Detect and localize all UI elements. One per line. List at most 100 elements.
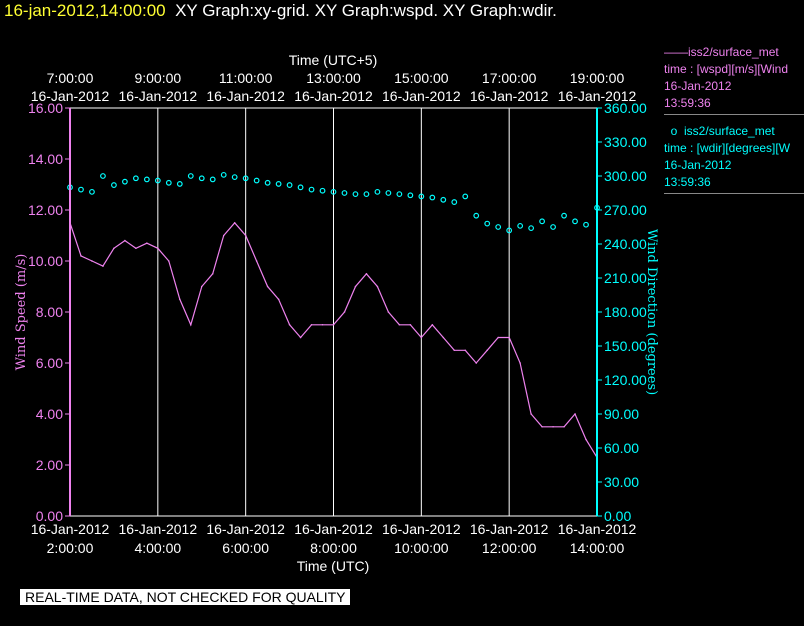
top-tick-date: 16-Jan-2012 <box>294 88 373 104</box>
series-wdir-point <box>484 220 491 227</box>
series-wdir-point <box>539 218 546 225</box>
series-wdir-point <box>209 176 216 183</box>
series-wdir-point <box>440 196 447 203</box>
bottom-tick-date: 16-Jan-2012 <box>294 521 373 537</box>
series-wspd-point <box>310 323 313 326</box>
right-tick-label: 210.00 <box>604 270 647 286</box>
top-tick-date: 16-Jan-2012 <box>382 88 461 104</box>
series-wdir-point <box>187 173 194 179</box>
legend-wspd-source: iss2/surface_met <box>688 45 779 59</box>
series-wdir-point <box>242 175 249 182</box>
series-wdir-point <box>111 182 117 188</box>
series-wdir-point <box>89 188 95 195</box>
legend-wspd: ——iss2/surface_met time : [wspd][m/s][Wi… <box>664 44 804 115</box>
legend-wdir: o iss2/surface_met time : [wdir][degrees… <box>664 123 804 194</box>
series-wspd-point <box>519 362 521 364</box>
bottom-tick-date: 16-Jan-2012 <box>382 521 461 537</box>
series-wspd-point <box>354 285 357 288</box>
axis-layer: 16-Jan-2012 2:00:00 16-Jan-2012 4:00:00 16-J… <box>28 70 647 556</box>
series-wspd-point <box>365 272 368 275</box>
right-tick-label: 330.00 <box>604 134 647 150</box>
left-tick-label: 12.00 <box>28 202 63 218</box>
top-tick-time: 17:00:00 <box>482 70 537 86</box>
bottom-tick-date: 16-Jan-2012 <box>558 521 637 537</box>
left-tick-label: 6.00 <box>36 355 63 371</box>
legend-wspd-line-swatch: —— <box>664 45 688 59</box>
right-axis-title: Wind Direction (degrees) <box>644 229 659 395</box>
series-wdir-point <box>451 199 458 205</box>
legend: ——iss2/surface_met time : [wspd][m/s][Wi… <box>664 44 804 194</box>
series-wdir-point <box>275 181 282 187</box>
series-wspd-point <box>255 260 258 262</box>
top-tick-date: 16-Jan-2012 <box>558 88 637 104</box>
legend-wspd-line2: time : [wspd][m/s][Wind <box>664 62 789 76</box>
bottom-tick-time: 12:00:00 <box>482 540 537 556</box>
series-wspd-point <box>530 413 532 415</box>
left-tick-label: 10.00 <box>28 253 63 269</box>
series-wspd-point <box>299 336 302 339</box>
series-wspd-point <box>266 285 269 288</box>
series-wspd-point <box>277 298 280 301</box>
series-wdir-point <box>308 186 315 193</box>
legend-wdir-line3: 16-Jan-2012 <box>664 158 732 172</box>
series-wdir-point <box>396 191 403 198</box>
series-wdir-point <box>385 190 392 196</box>
right-tick-label: 270.00 <box>604 202 647 218</box>
legend-wspd-line4: 13:59:36 <box>664 96 711 110</box>
series-wspd-point <box>508 336 510 339</box>
grid-layer <box>157 108 510 516</box>
legend-wdir-point-swatch: o <box>664 124 685 138</box>
series-wspd-point <box>563 425 565 428</box>
series-wspd-point <box>585 438 587 441</box>
series-wspd-point <box>244 234 247 237</box>
series-wspd-point <box>409 323 412 326</box>
top-tick-time: 15:00:00 <box>394 70 449 86</box>
left-tick-label: 4.00 <box>36 406 63 422</box>
top-tick-date: 16-Jan-2012 <box>31 88 110 104</box>
series-wdir-point <box>165 179 172 186</box>
series-wdir-point <box>517 222 524 229</box>
series-wdir-point <box>132 175 139 182</box>
series-wspd-point <box>486 349 489 352</box>
series-wspd-point <box>102 265 104 267</box>
left-tick-label: 2.00 <box>36 457 63 473</box>
series-wdir-point <box>154 177 161 184</box>
series-wspd-point <box>475 362 478 364</box>
series-wdir-point <box>286 182 293 188</box>
series-wspd-point <box>420 336 423 339</box>
series-wdir-point <box>231 174 238 181</box>
quality-disclaimer: REAL-TIME DATA, NOT CHECKED FOR QUALITY <box>20 589 351 605</box>
bottom-tick-time: 10:00:00 <box>394 540 449 556</box>
series-wspd-point <box>574 413 576 415</box>
right-tick-label: 90.00 <box>604 406 639 422</box>
left-tick-label: 8.00 <box>36 304 63 320</box>
series-wspd-point <box>146 242 148 244</box>
top-tick-date: 16-Jan-2012 <box>119 88 198 104</box>
series-wdir-point <box>550 224 556 230</box>
series-wdir-point <box>100 173 106 179</box>
top-tick-time: 11:00:00 <box>219 70 273 86</box>
series-wspd-point <box>431 323 434 326</box>
series-wdir-point <box>78 186 84 193</box>
series-wspd-point <box>222 234 225 237</box>
series-wdir-point <box>407 192 414 199</box>
series-wspd-point <box>189 323 192 326</box>
series-wdir-point <box>418 193 425 200</box>
bottom-tick-date: 16-Jan-2012 <box>119 521 198 537</box>
top-tick-date: 16-Jan-2012 <box>470 88 549 104</box>
bottom-tick-date: 16-Jan-2012 <box>206 521 285 537</box>
series-wdir-point <box>319 187 326 194</box>
title-date-time: 16-jan-2012,14:00:00 <box>4 1 166 20</box>
series-wdir-point <box>561 212 567 219</box>
series-wdir-point <box>352 191 359 198</box>
series-wdir-point <box>220 171 227 178</box>
top-tick-time: 13:00:00 <box>306 70 361 86</box>
series-wdir-point <box>363 191 370 198</box>
series-wdir-point <box>462 193 469 200</box>
right-tick-label: 240.00 <box>604 236 647 252</box>
right-tick-label: 60.00 <box>604 440 639 456</box>
bottom-tick-time: 4:00:00 <box>134 540 181 556</box>
series-wspd-point <box>178 298 181 301</box>
series-wspd-point <box>497 336 499 339</box>
